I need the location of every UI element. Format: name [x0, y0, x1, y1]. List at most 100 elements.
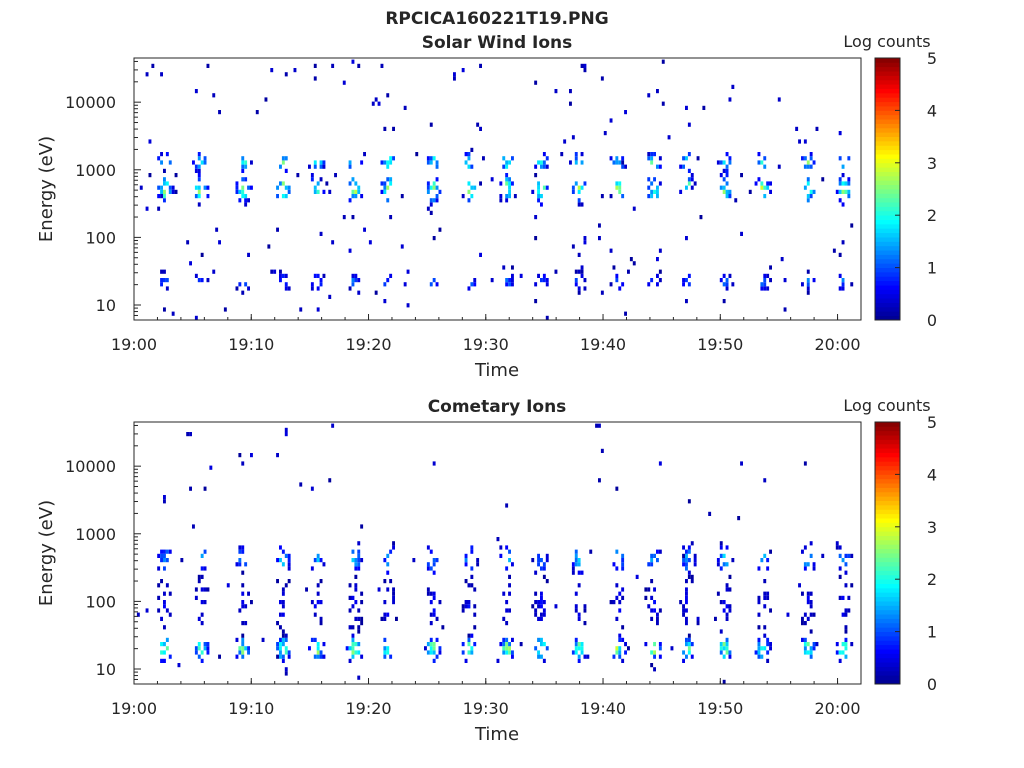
spectrogram-cell: [600, 290, 604, 295]
spectrogram-cell: [835, 642, 839, 647]
spectrogram-cell: [719, 185, 723, 190]
spectrogram-cell: [537, 553, 540, 558]
spectrogram-cell: [685, 278, 688, 283]
spectrogram-cell: [763, 604, 767, 609]
spectrogram-cell: [218, 110, 221, 115]
spectrogram-cell: [777, 97, 781, 102]
spectrogram-cell: [136, 612, 140, 617]
spectrogram-cell: [574, 642, 578, 647]
spectrogram-cell: [542, 278, 546, 283]
spectrogram-cell: [534, 612, 538, 617]
spectrogram-cell: [296, 173, 300, 178]
colorbar-segment: [875, 62, 900, 68]
spectrogram-cell: [725, 562, 729, 567]
spectrogram-cell: [345, 646, 349, 651]
spectrogram-cell: [389, 156, 393, 161]
spectrogram-cell: [354, 189, 358, 194]
spectrogram-cell: [197, 168, 201, 173]
colorbar-segment: [875, 583, 900, 589]
spectrogram-cell: [763, 553, 767, 558]
spectrogram-cell: [618, 160, 622, 165]
spectrogram-cell: [461, 608, 465, 613]
spectrogram-cell: [194, 168, 198, 173]
spectrogram-cell: [580, 269, 584, 274]
spectrogram-cell: [279, 637, 282, 642]
spectrogram-cell: [722, 282, 726, 287]
spectrogram-cell: [609, 194, 613, 199]
spectrogram-cell: [844, 608, 848, 613]
spectrogram-cell: [165, 583, 169, 588]
spectrogram-cell: [571, 185, 575, 190]
spectrogram-cell: [847, 189, 851, 194]
spectrogram-cell: [316, 553, 320, 558]
spectrogram-cell: [432, 591, 436, 596]
spectrogram-cell: [357, 629, 361, 634]
colorbar-segment: [875, 215, 900, 220]
spectrogram-cell: [284, 168, 288, 173]
spectrogram-cell: [357, 549, 361, 554]
spectrogram-cell: [618, 646, 622, 651]
spectrogram-cell: [177, 663, 181, 668]
colorbar-segment: [875, 644, 900, 650]
y-axis-label: Energy (eV): [36, 136, 57, 242]
spectrogram-cell: [841, 558, 845, 563]
spectrogram-cell: [218, 240, 221, 245]
spectrogram-cell: [316, 558, 320, 563]
spectrogram-cell: [653, 608, 656, 613]
spectrogram-cell: [647, 587, 651, 592]
spectrogram-cell: [766, 642, 770, 647]
spectrogram-cell: [534, 164, 538, 169]
spectrogram-cell: [728, 97, 732, 102]
spectrogram-cell: [803, 621, 807, 626]
colorbar-segment: [875, 592, 900, 598]
spectrogram-cell: [171, 189, 175, 194]
spectrogram-cell: [386, 198, 390, 203]
spectrogram-cell: [435, 654, 439, 659]
spectrogram-cell: [281, 587, 285, 592]
spectrogram-cell: [189, 432, 192, 437]
spectrogram-cell: [545, 579, 549, 584]
spectrogram-cell: [223, 307, 227, 312]
spectrogram-cell: [163, 558, 166, 563]
spectrogram-cell: [470, 633, 474, 638]
spectrogram-cell: [644, 587, 648, 592]
spectrogram-cell: [537, 558, 540, 563]
spectrogram-cell: [571, 135, 575, 140]
y-tick-label: 10000: [65, 93, 116, 112]
spectrogram-cell: [357, 541, 361, 546]
spectrogram-cell: [197, 579, 201, 584]
spectrogram-cell: [354, 278, 358, 283]
spectrogram-cell: [618, 633, 622, 638]
colorbar-segment: [875, 618, 900, 624]
spectrogram-cell: [348, 198, 352, 203]
spectrogram-cell: [429, 202, 433, 207]
spectrogram-cell: [276, 194, 279, 199]
spectrogram-cell: [432, 558, 436, 563]
spectrogram-cell: [241, 549, 245, 554]
spectrogram-cell: [685, 156, 688, 161]
spectrogram-cell: [508, 558, 511, 563]
colorbar-segment: [875, 456, 900, 462]
spectrogram-cell: [203, 156, 207, 161]
spectrogram-cell: [383, 185, 387, 190]
spectrogram-cell: [197, 177, 201, 182]
spectrogram-cell: [194, 650, 198, 655]
colorbar-tick-label: 1: [927, 623, 937, 642]
spectrogram-cell: [316, 646, 320, 651]
spectrogram-cell: [241, 164, 245, 169]
spectrogram-cell: [476, 558, 480, 563]
spectrogram-cell: [360, 654, 364, 659]
spectrogram-cell: [476, 122, 480, 127]
spectrogram-cell: [357, 185, 361, 190]
spectrogram-cell: [540, 616, 543, 621]
x-ticks: 19:00 19:10 19:20 19:30 19:40 19:50 20:00: [111, 678, 862, 718]
spectrogram-cell: [383, 637, 387, 642]
spectrogram-cell: [760, 181, 764, 186]
spectrogram-cell: [719, 629, 723, 634]
spectrogram-cell: [806, 286, 810, 291]
spectrogram-cell: [432, 608, 436, 613]
spectrogram-cell: [815, 126, 819, 131]
spectrogram-cell: [615, 566, 619, 571]
spectrogram-cell: [357, 566, 361, 571]
spectrogram-cell: [502, 646, 506, 651]
